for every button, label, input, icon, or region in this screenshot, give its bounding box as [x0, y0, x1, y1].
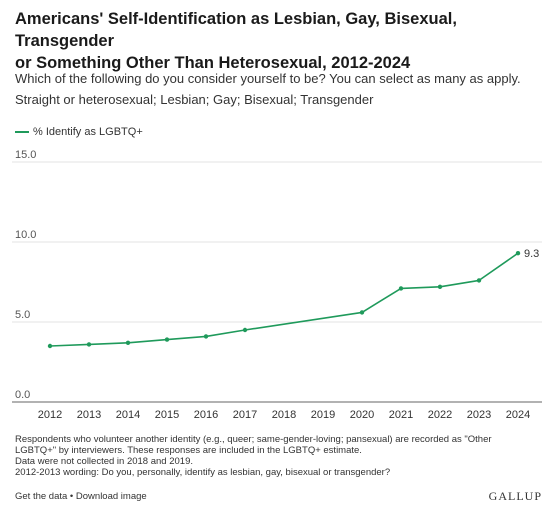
- data-point: [164, 337, 170, 342]
- data-label: 9.3: [524, 248, 539, 260]
- chart-legend: % Identify as LGBTQ+: [15, 126, 143, 138]
- x-axis-ticks: 2012 2013 2014 2015 2016 2017 2018 2019 2020 2021…: [38, 409, 530, 421]
- survey-question: Which of the following do you consider y…: [15, 71, 521, 86]
- legend-label: % Identify as LGBTQ+: [33, 126, 143, 138]
- note-line-4: 2012-2013 wording: Do you, personally, i…: [15, 467, 391, 478]
- data-point: [359, 310, 365, 315]
- data-point: [437, 284, 443, 289]
- footer-links: Get the data • Download image: [15, 491, 147, 502]
- legend-line-swatch: [15, 131, 29, 133]
- data-point: [398, 286, 404, 291]
- x-tick-label: 2017: [233, 409, 257, 421]
- x-tick-label: 2014: [116, 409, 140, 421]
- chart-title-line2: or Something Other Than Heterosexual, 20…: [15, 54, 411, 72]
- x-tick-label: 2022: [428, 409, 452, 421]
- x-tick-label: 2013: [77, 409, 101, 421]
- x-tick-label: 2015: [155, 409, 179, 421]
- gallup-logo: GALLUP: [488, 489, 542, 503]
- data-point: [47, 343, 53, 349]
- note-line-1: Respondents who volunteer another identi…: [15, 434, 492, 445]
- chart-title-line1: Americans' Self-Identification as Lesbia…: [15, 10, 457, 50]
- data-point: [515, 251, 521, 256]
- note-line-3: Data were not collected in 2018 and 2019…: [15, 456, 193, 467]
- download-image-link[interactable]: Download image: [75, 491, 147, 502]
- data-point: [125, 340, 131, 345]
- chart-title: Americans' Self-Identification as Lesbia…: [15, 8, 545, 74]
- get-data-link[interactable]: Get the data: [15, 491, 68, 502]
- x-tick-label: 2016: [194, 409, 218, 421]
- x-tick-label: 2018: [272, 409, 296, 421]
- note-line-2: LGBTQ+" by interviewers. These responses…: [15, 445, 362, 456]
- grid-lines: [12, 161, 542, 403]
- data-point: [203, 334, 209, 339]
- series-line: [49, 252, 519, 347]
- x-tick-label: 2021: [389, 409, 413, 421]
- series-layer: 9.3: [47, 248, 539, 349]
- x-tick-label: 2019: [311, 409, 335, 421]
- x-tick-label: 2012: [38, 409, 62, 421]
- y-tick-label: 0.0: [15, 389, 30, 401]
- y-tick-label: 5.0: [15, 309, 30, 321]
- y-tick-label: 10.0: [15, 229, 36, 241]
- chart-notes: Respondents who volunteer another identi…: [15, 434, 540, 478]
- survey-options: Straight or heterosexual; Lesbian; Gay; …: [15, 92, 374, 107]
- x-tick-label: 2023: [467, 409, 491, 421]
- y-tick-label: 15.0: [15, 149, 36, 161]
- x-tick-label: 2020: [350, 409, 374, 421]
- data-point: [476, 278, 482, 283]
- footer-separator: •: [67, 491, 76, 502]
- y-axis-ticks: 0.0 5.0 10.0 15.0: [15, 149, 36, 401]
- data-point: [242, 327, 248, 333]
- x-tick-label: 2024: [506, 409, 530, 421]
- data-point: [86, 342, 92, 347]
- chart-subtitle: Which of the following do you consider y…: [15, 68, 545, 110]
